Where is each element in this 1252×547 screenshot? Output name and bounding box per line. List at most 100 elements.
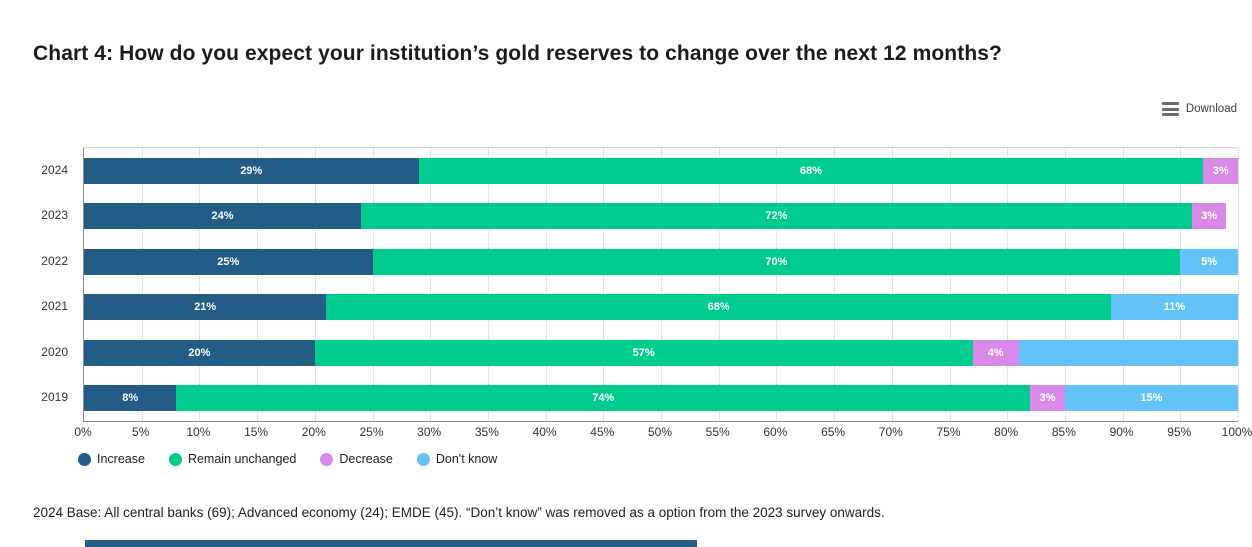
- legend-label: Remain unchanged: [187, 452, 297, 466]
- bar-segment-increase[interactable]: 25%: [84, 248, 373, 275]
- gridline: [487, 148, 489, 421]
- gridline: [776, 148, 778, 421]
- x-tick-label: 45%: [590, 425, 615, 439]
- legend-label: Increase: [97, 452, 145, 466]
- legend-item-increase[interactable]: Increase: [78, 452, 145, 466]
- bar-row-2024: 29% 68% 3%: [84, 148, 1238, 193]
- bar-segment-label: 21%: [194, 301, 217, 314]
- bar-segment-don-t-know[interactable]: [1018, 339, 1238, 366]
- bar-segment-increase[interactable]: 24%: [84, 203, 361, 230]
- gridline: [1122, 148, 1124, 421]
- bar-segment-decrease[interactable]: 4%: [972, 339, 1019, 366]
- legend-swatch: [168, 452, 182, 466]
- footnote: 2024 Base: All central banks (69); Advan…: [33, 505, 885, 520]
- bar-segment-label: 29%: [240, 164, 263, 177]
- bar-row-2020: 20% 57% 4%: [84, 330, 1238, 375]
- x-tick-label: 90%: [1109, 425, 1134, 439]
- bar-segment-label: 11%: [1163, 301, 1186, 314]
- legend-swatch: [78, 452, 91, 466]
- x-tick-label: 80%: [994, 425, 1019, 439]
- gridline: [1180, 148, 1182, 421]
- legend-item-decrease[interactable]: Decrease: [320, 452, 393, 466]
- y-axis-label: 2020: [41, 344, 68, 359]
- gridline: [1064, 148, 1066, 421]
- bar-row-2023: 24% 72% 3%: [84, 194, 1238, 239]
- bar-segment-increase[interactable]: 20%: [84, 339, 315, 366]
- gridline: [603, 148, 605, 421]
- y-axis-label: 2023: [41, 208, 68, 223]
- legend-swatch: [320, 452, 334, 466]
- gridline: [199, 148, 201, 421]
- bar-segment-label: 4%: [987, 346, 1004, 359]
- stacked-bar-2024: 29% 68% 3%: [84, 157, 1238, 184]
- bar-row-2021: 21% 68% 11%: [84, 285, 1238, 330]
- gridline: [661, 148, 662, 421]
- bar-segment-remain-unchanged[interactable]: 74%: [176, 385, 1031, 412]
- download-label: Download: [1185, 103, 1237, 115]
- bar-segment-label: 57%: [632, 346, 655, 359]
- bar-segment-decrease[interactable]: 3%: [1191, 203, 1227, 230]
- stacked-bar-2021: 21% 68% 11%: [84, 294, 1238, 321]
- gridline: [1007, 148, 1009, 421]
- gridline: [949, 148, 951, 421]
- gridline: [430, 148, 432, 421]
- gridline: [141, 148, 143, 421]
- y-axis-label: 2021: [41, 299, 68, 314]
- legend-label: Decrease: [339, 452, 393, 466]
- bar-segment-label: 70%: [765, 255, 788, 268]
- page-title: Chart 4: How do you expect your institut…: [33, 42, 1002, 65]
- x-tick-label: 65%: [821, 425, 846, 439]
- bar-segment-increase[interactable]: 29%: [84, 157, 419, 184]
- x-tick-label: 100%: [1221, 425, 1252, 439]
- bar-segment-label: 72%: [765, 210, 788, 223]
- x-tick-label: 60%: [763, 425, 788, 439]
- bar-row-2022: 25% 70% 5%: [84, 239, 1238, 284]
- bar-segment-decrease[interactable]: 3%: [1030, 385, 1065, 412]
- gridline: [545, 148, 547, 421]
- bar-segment-label: 3%: [1212, 164, 1229, 177]
- bar-segment-remain-unchanged[interactable]: 68%: [418, 157, 1204, 184]
- y-axis-label: 2022: [41, 253, 68, 268]
- legend: Increase Remain unchanged Decrease Don't kn…: [78, 452, 497, 466]
- bar-segment-don-t-know[interactable]: 11%: [1111, 294, 1238, 321]
- y-axis-label: 2024: [41, 162, 68, 177]
- bar-segment-label: 20%: [188, 346, 211, 359]
- stacked-bar-2023: 24% 72% 3%: [84, 203, 1238, 230]
- x-tick-label: 5%: [132, 425, 150, 439]
- plot-area: 29% 68% 3% 24% 72% 3% 25% 70% 5% 21% 68% 11% 20% 57% 4…: [83, 147, 1239, 422]
- bar-segment-label: 25%: [217, 255, 240, 268]
- legend-item-remain-unchanged[interactable]: Remain unchanged: [168, 452, 297, 466]
- x-tick-label: 25%: [359, 425, 384, 439]
- bar-segment-remain-unchanged[interactable]: 72%: [360, 203, 1192, 230]
- x-tick-label: 70%: [878, 425, 903, 439]
- bar-segment-decrease[interactable]: 3%: [1203, 157, 1238, 184]
- bar-rows: 29% 68% 3% 24% 72% 3% 25% 70% 5% 21% 68% 11% 20% 57% 4…: [84, 148, 1238, 421]
- y-axis-label: 2019: [41, 390, 68, 405]
- bar-segment-label: 74%: [592, 392, 615, 405]
- bar-segment-label: 5%: [1201, 255, 1218, 268]
- gridline: [834, 148, 836, 421]
- bar-segment-remain-unchanged[interactable]: 70%: [372, 248, 1181, 275]
- download-button[interactable]: Download: [1161, 100, 1237, 118]
- legend-item-don-t-know[interactable]: Don't know: [416, 452, 498, 466]
- gridline: [718, 148, 720, 421]
- bar-segment-label: 68%: [800, 164, 823, 177]
- x-tick-label: 15%: [244, 425, 269, 439]
- x-tick-label: 75%: [936, 425, 961, 439]
- bar-segment-increase[interactable]: 8%: [84, 385, 177, 412]
- bar-segment-label: 68%: [707, 301, 730, 314]
- bar-segment-don-t-know[interactable]: 5%: [1180, 248, 1238, 275]
- bar-segment-remain-unchanged[interactable]: 68%: [326, 294, 1112, 321]
- legend-label: Don't know: [435, 452, 498, 466]
- bar-segment-don-t-know[interactable]: 15%: [1064, 385, 1238, 412]
- bar-segment-label: 3%: [1201, 210, 1218, 223]
- x-tick-label: 10%: [186, 425, 211, 439]
- bar-row-2019: 8% 74% 3% 15%: [84, 376, 1238, 421]
- bar-segment-remain-unchanged[interactable]: 57%: [314, 339, 973, 366]
- gridline: [314, 148, 316, 421]
- gridline: [257, 148, 259, 421]
- x-tick-label: 85%: [1051, 425, 1076, 439]
- x-tick-label: 20%: [301, 425, 326, 439]
- y-axis: 2024 2023 2022 2021 2020 2019: [0, 147, 76, 420]
- bar-segment-increase[interactable]: 21%: [84, 294, 327, 321]
